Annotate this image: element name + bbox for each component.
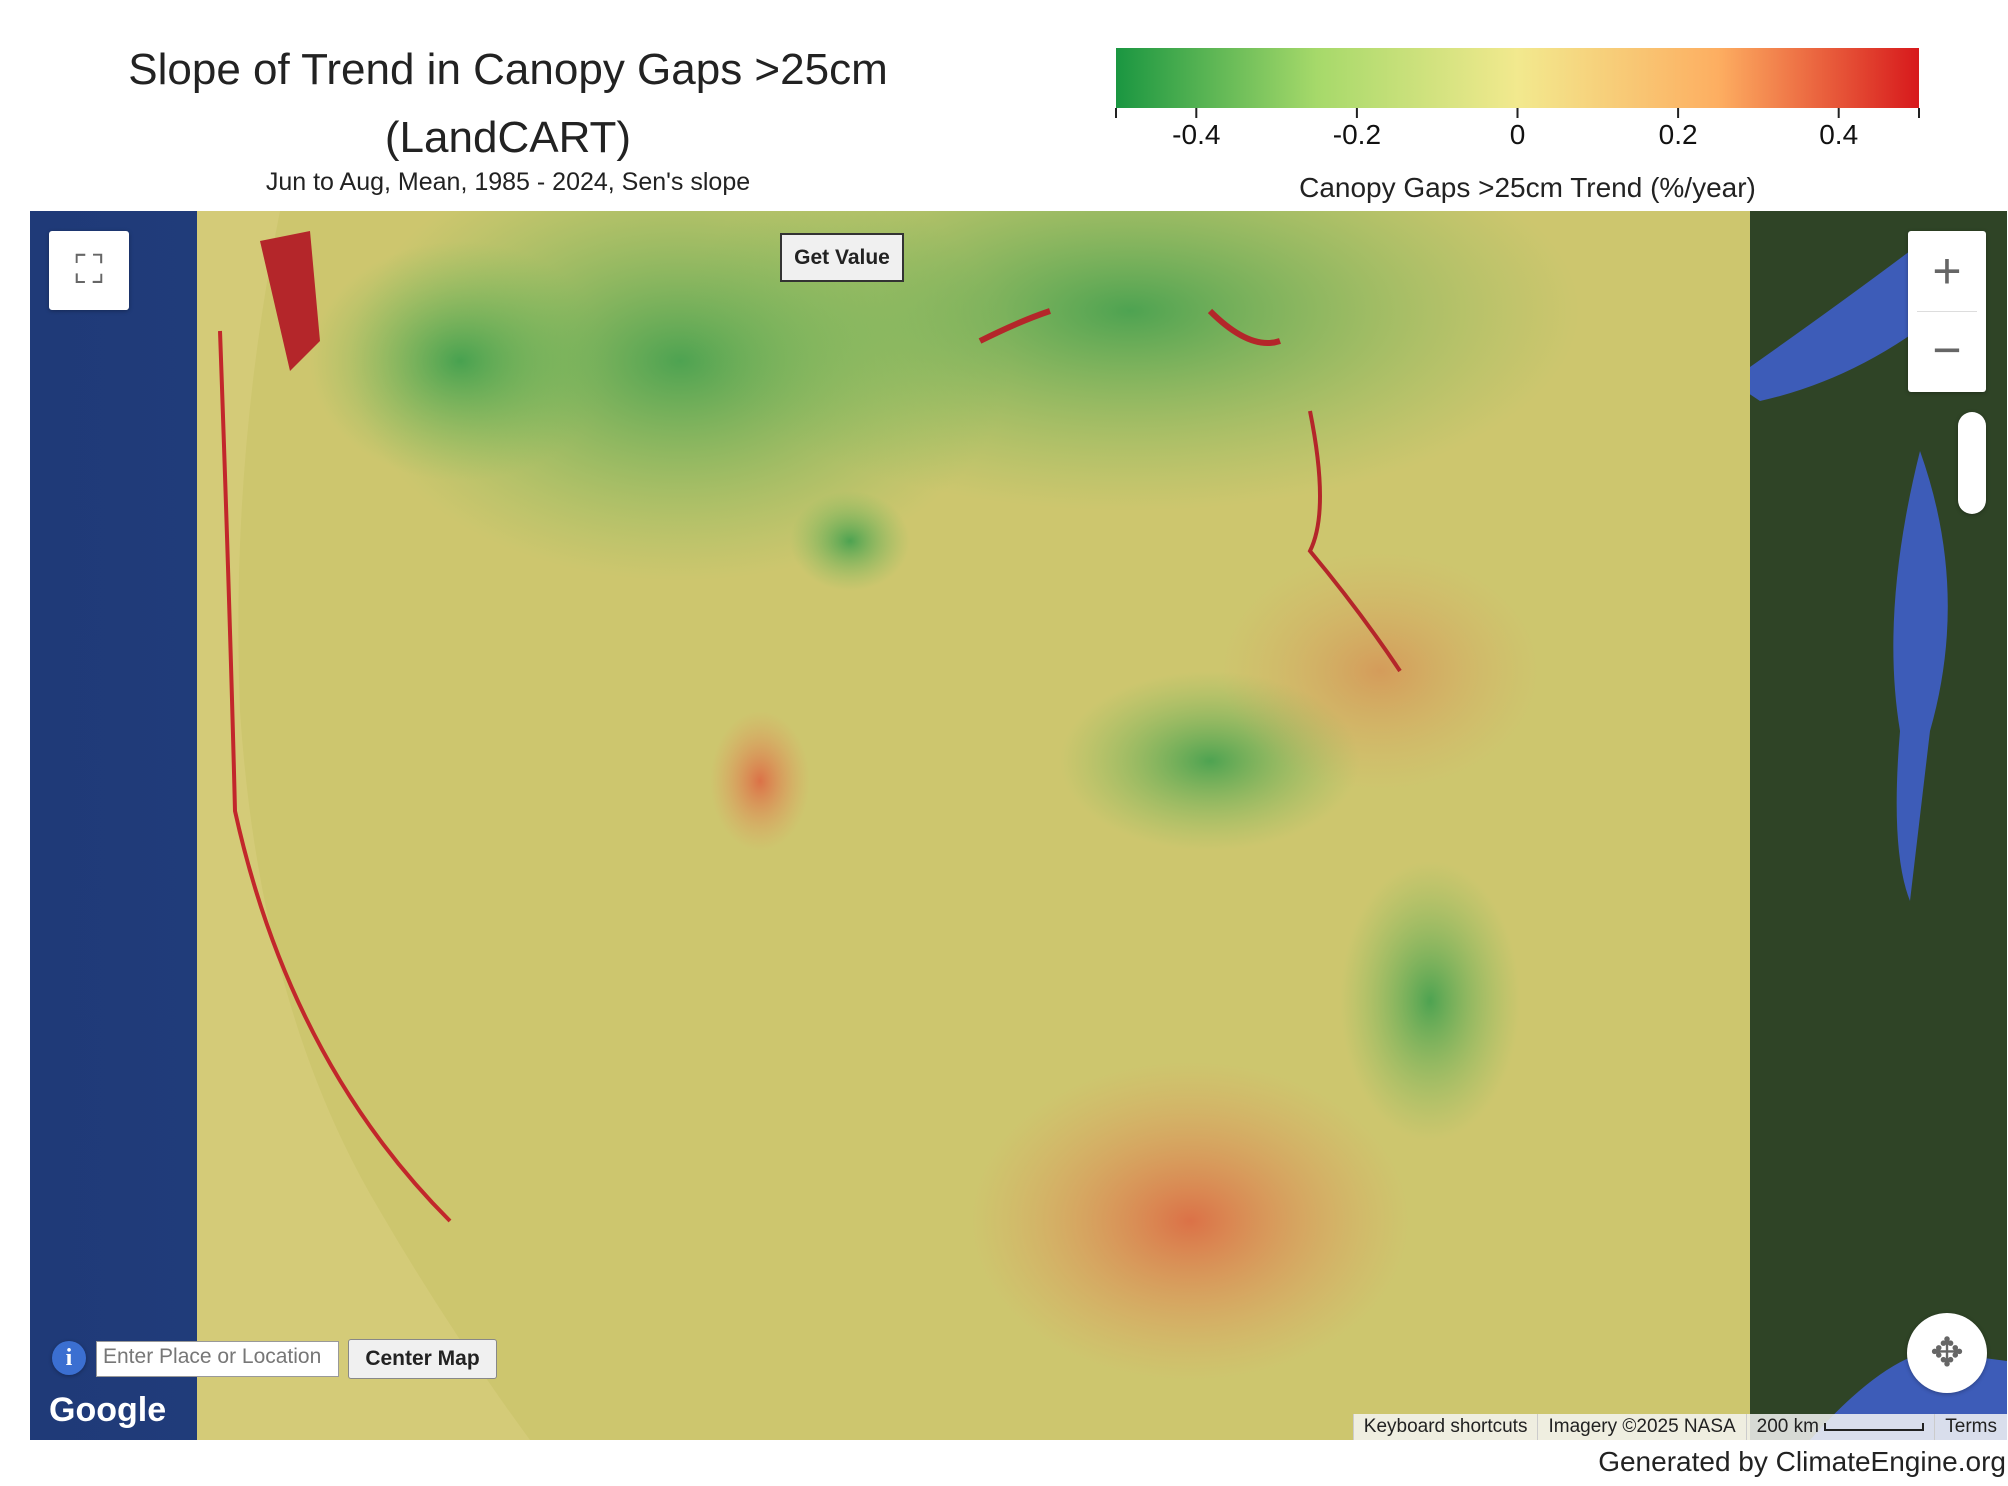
center-map-button[interactable]: Center Map <box>348 1339 497 1379</box>
title: Slope of Trend in Canopy Gaps >25cm (Lan… <box>128 45 888 162</box>
scale-label: 200 km <box>1756 1416 1819 1437</box>
fullscreen-button[interactable]: ⛶ <box>49 231 129 310</box>
info-icon[interactable]: i <box>52 1341 86 1375</box>
colorbar-tick-label: -0.2 <box>1333 119 1381 150</box>
zoom-in[interactable]: + <box>1932 243 1962 299</box>
map[interactable]: ⛶ Get Value + − ✥ i Enter Place or Locat… <box>30 211 2007 1440</box>
attribution-bar: Keyboard shortcuts Imagery ©2025 NASA 20… <box>1352 1414 2007 1440</box>
footer: Generated by ClimateEngine.org <box>1598 1446 2006 1477</box>
zoom-control: + − <box>1908 231 1986 392</box>
colorbar-label: Canopy Gaps >25cm Trend (%/year) <box>1299 172 1756 203</box>
imagery-credit: Imagery ©2025 NASA <box>1537 1414 1746 1440</box>
scale-bar: 200 km <box>1745 1414 1935 1440</box>
colorbar-ramp <box>1116 48 1919 108</box>
zoom-out[interactable]: − <box>1917 311 1977 392</box>
location-input[interactable]: Enter Place or Location <box>96 1341 339 1377</box>
google-logo: Google <box>49 1391 167 1429</box>
map-imagery <box>30 211 2007 1440</box>
pan-control[interactable]: ✥ <box>1907 1313 1987 1393</box>
zoom-slider[interactable] <box>1958 412 1986 514</box>
get-value-button[interactable]: Get Value <box>780 233 904 282</box>
keyboard-shortcuts[interactable]: Keyboard shortcuts <box>1352 1414 1538 1440</box>
colorbar-tick-label: 0.2 <box>1659 119 1698 150</box>
colorbar-tick-label: 0 <box>1510 119 1526 150</box>
terms-link[interactable]: Terms <box>1934 1414 2007 1440</box>
colorbar-tick-label: 0.4 <box>1819 119 1858 150</box>
colorbar-tick-label: -0.4 <box>1172 119 1220 150</box>
subtitle: Jun to Aug, Mean, 1985 - 2024, Sen's slo… <box>265 168 751 196</box>
colorbar: -0.4 -0.2 0 0.2 0.4 <box>1115 48 1920 150</box>
